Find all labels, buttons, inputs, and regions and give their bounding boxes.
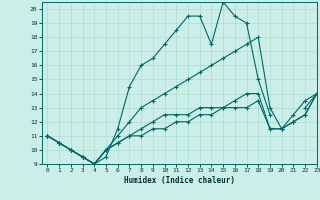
X-axis label: Humidex (Indice chaleur): Humidex (Indice chaleur) <box>124 176 235 185</box>
